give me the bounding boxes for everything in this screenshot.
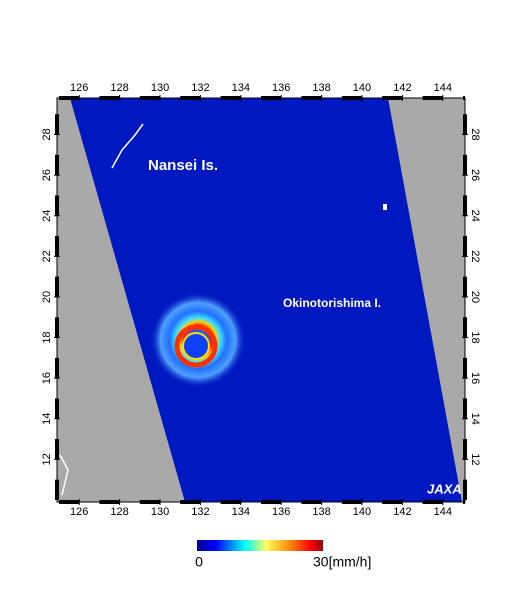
frame-bar — [55, 317, 59, 338]
frame-bar — [180, 500, 201, 504]
eye — [182, 332, 210, 360]
frame-bar — [55, 357, 59, 379]
frame-bar — [301, 500, 322, 504]
lon-tick-label: 134 — [232, 506, 250, 518]
frame-bar — [463, 276, 467, 297]
lon-tick-label: 142 — [393, 506, 411, 518]
lon-tick-label: 144 — [434, 82, 452, 94]
frame-bar — [261, 500, 282, 504]
lon-tick-label: 130 — [151, 506, 169, 518]
frame-bar — [220, 96, 241, 100]
frame-bar — [99, 500, 120, 504]
lat-tick-label: 28 — [469, 128, 481, 140]
lon-tick-label: 136 — [272, 506, 290, 518]
frame-bar — [463, 398, 467, 419]
lon-tick-label: 126 — [70, 82, 88, 94]
place-label: Okinotorishima I. — [283, 296, 381, 310]
lat-tick-label: 22 — [41, 250, 53, 262]
lat-tick-label: 14 — [41, 413, 53, 425]
frame-bar — [180, 96, 201, 100]
frame-bar — [139, 500, 161, 504]
frame-bar — [261, 96, 282, 100]
lon-tick-label: 132 — [191, 506, 209, 518]
frame-bar — [382, 96, 403, 100]
lat-tick-label: 22 — [469, 250, 481, 262]
lat-tick-label: 24 — [41, 210, 53, 222]
frame-bar — [55, 398, 59, 419]
frame-bar — [59, 96, 80, 100]
frame-bar — [55, 154, 59, 176]
lon-tick-label: 140 — [353, 82, 371, 94]
frame-bar — [422, 500, 443, 504]
frame-bar — [422, 96, 443, 100]
lon-tick-label: 132 — [191, 82, 209, 94]
lon-tick-label: 136 — [272, 82, 290, 94]
frame-bar — [59, 500, 80, 504]
lon-tick-label: 138 — [312, 82, 330, 94]
lon-tick-label: 130 — [151, 82, 169, 94]
eyewall — [174, 324, 218, 368]
lat-tick-label: 28 — [41, 128, 53, 140]
lat-tick-label: 12 — [469, 453, 481, 465]
rain-swath — [70, 98, 462, 502]
colorbar-min: 0 — [195, 554, 203, 570]
lat-tick-label: 26 — [41, 169, 53, 181]
frame-bar — [462, 500, 465, 504]
lat-tick-label: 14 — [469, 413, 481, 425]
lon-tick-label: 128 — [110, 506, 128, 518]
frame-bar — [463, 154, 467, 176]
lat-tick-label: 24 — [469, 210, 481, 222]
frame-bar — [341, 96, 362, 100]
lat-tick-label: 26 — [469, 169, 481, 181]
lon-tick-label: 138 — [312, 506, 330, 518]
frame-bar — [55, 479, 59, 500]
lon-tick-label: 140 — [353, 506, 371, 518]
lon-tick-label: 128 — [110, 82, 128, 94]
coastline — [59, 123, 144, 496]
frame-bar — [382, 500, 403, 504]
lat-tick-label: 20 — [469, 291, 481, 303]
frame-bar — [463, 236, 467, 257]
logo: JAXA — [427, 481, 462, 496]
lat-tick-label: 12 — [41, 453, 53, 465]
lat-tick-label: 18 — [41, 331, 53, 343]
map-area — [57, 98, 465, 502]
island — [383, 204, 387, 210]
frame-bar — [55, 276, 59, 297]
frame-bar — [463, 195, 467, 216]
frame-bar — [463, 439, 467, 460]
lat-tick-label: 16 — [41, 372, 53, 384]
lat-tick-label: 20 — [41, 291, 53, 303]
frame-bar — [55, 236, 59, 257]
frame-bar — [55, 439, 59, 460]
frame-bar — [462, 96, 465, 100]
place-label: Nansei Is. — [148, 157, 218, 174]
frame-bar — [139, 96, 161, 100]
lon-tick-label: 144 — [434, 506, 452, 518]
frame-bar — [220, 500, 241, 504]
colorbar — [197, 540, 323, 551]
frame-bar — [301, 96, 322, 100]
frame-bar — [463, 357, 467, 379]
lon-tick-label: 134 — [232, 82, 250, 94]
frame-bar — [463, 479, 467, 500]
frame-bar — [55, 114, 59, 135]
lat-tick-label: 18 — [469, 331, 481, 343]
frame-bar — [99, 96, 120, 100]
frame-bar — [463, 114, 467, 135]
colorbar-max: 30[mm/h] — [313, 554, 371, 570]
lon-tick-label: 142 — [393, 82, 411, 94]
lon-tick-label: 126 — [70, 506, 88, 518]
frame-bar — [463, 317, 467, 338]
frame-bar — [55, 195, 59, 216]
frame-bar — [341, 500, 362, 504]
lat-tick-label: 16 — [469, 372, 481, 384]
